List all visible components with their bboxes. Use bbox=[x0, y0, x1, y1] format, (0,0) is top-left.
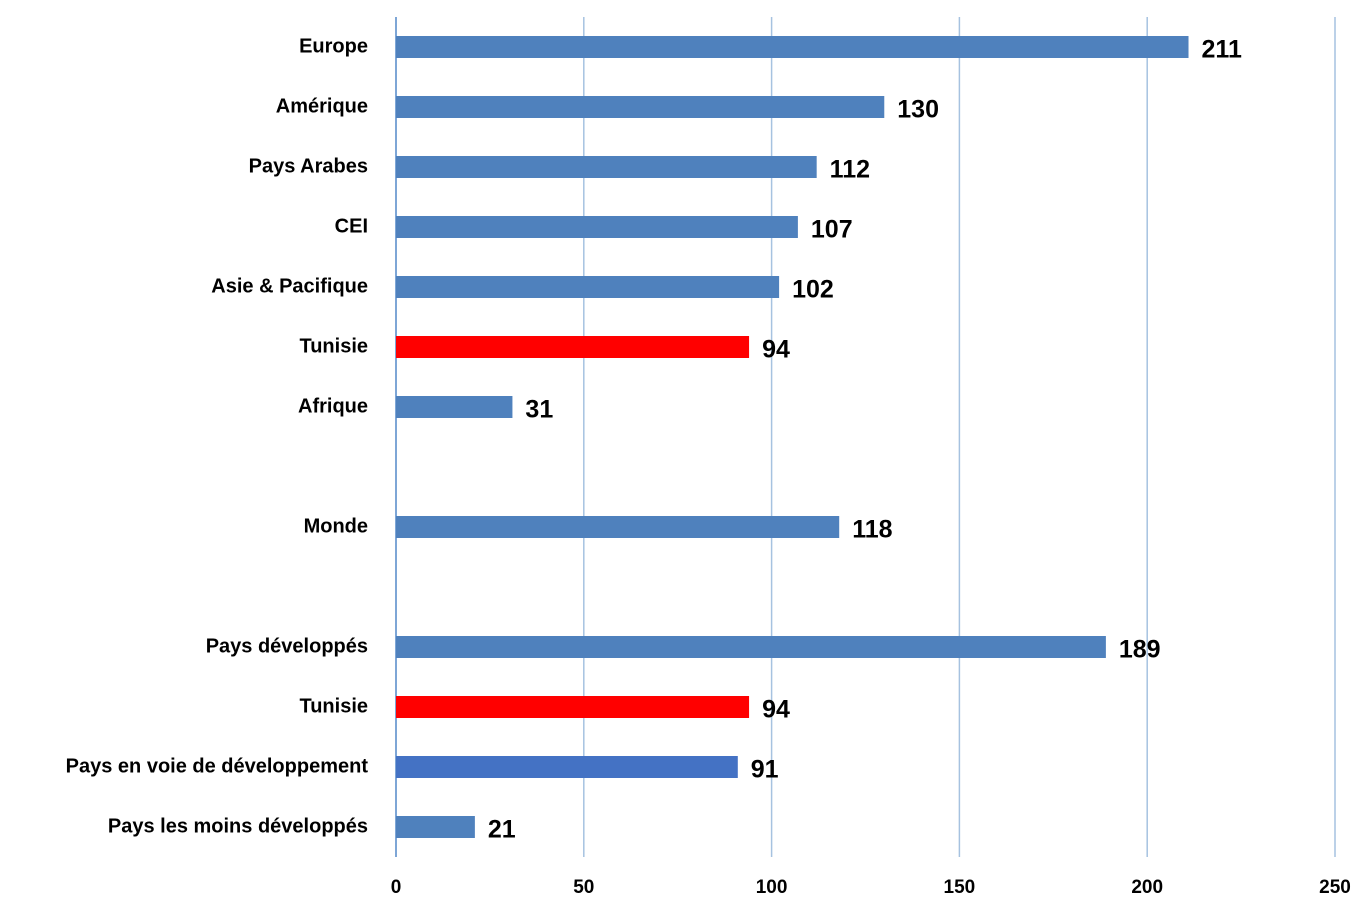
data-label: 91 bbox=[751, 756, 779, 784]
data-label: 130 bbox=[897, 96, 939, 124]
data-label: 94 bbox=[762, 336, 790, 364]
y-tick-label: Pays les moins développés bbox=[108, 815, 368, 837]
data-label: 31 bbox=[525, 396, 553, 424]
x-tick-label: 250 bbox=[1319, 877, 1351, 898]
y-tick-label: Amérique bbox=[276, 95, 368, 117]
y-tick-label: Asie & Pacifique bbox=[211, 275, 368, 297]
bar bbox=[396, 156, 817, 178]
data-label: 94 bbox=[762, 696, 790, 724]
x-tick-label: 150 bbox=[944, 877, 976, 898]
bar bbox=[396, 36, 1189, 58]
y-tick-label: Afrique bbox=[298, 395, 368, 417]
y-tick-label: CEI bbox=[335, 215, 368, 237]
y-tick-label: Pays développés bbox=[206, 635, 368, 657]
x-tick-label: 0 bbox=[391, 877, 402, 898]
bar bbox=[396, 276, 780, 298]
data-label: 107 bbox=[811, 216, 853, 244]
data-label: 102 bbox=[792, 276, 834, 304]
y-tick-label: Pays en voie de développement bbox=[66, 755, 369, 777]
bar bbox=[396, 96, 885, 118]
x-tick-label: 200 bbox=[1131, 877, 1163, 898]
data-label: 211 bbox=[1202, 36, 1242, 64]
bar bbox=[396, 636, 1106, 658]
y-tick-label: Tunisie bbox=[299, 335, 368, 357]
data-label: 21 bbox=[488, 816, 516, 844]
y-tick-label: Pays Arabes bbox=[249, 155, 368, 177]
y-tick-label: Monde bbox=[304, 515, 368, 537]
y-tick-label: Europe bbox=[299, 35, 368, 57]
x-tick-label: 50 bbox=[573, 877, 594, 898]
data-label: 112 bbox=[830, 156, 870, 184]
data-label: 189 bbox=[1119, 636, 1161, 664]
x-tick-label: 100 bbox=[756, 877, 788, 898]
y-tick-label: Tunisie bbox=[299, 695, 368, 717]
bar bbox=[396, 336, 750, 358]
bar bbox=[396, 216, 798, 238]
data-label: 118 bbox=[852, 516, 892, 544]
bar bbox=[396, 816, 475, 838]
bar bbox=[396, 516, 840, 538]
bar bbox=[396, 396, 513, 418]
bar bbox=[396, 756, 738, 778]
bar bbox=[396, 696, 750, 718]
